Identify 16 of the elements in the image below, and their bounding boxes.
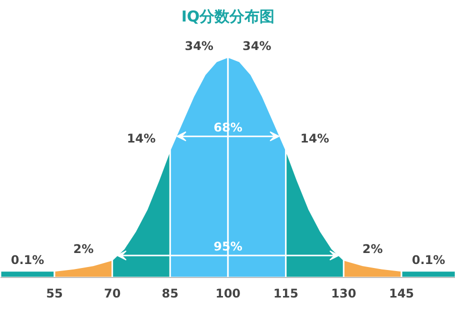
x-tick-label: 130 (331, 286, 356, 300)
chart-title: IQ分数分布图 (181, 8, 275, 26)
series-label: 2% (73, 242, 94, 256)
x-tick-label: 70 (104, 286, 121, 300)
series-label: 0.1% (10, 252, 44, 267)
x-tick-label: 85 (162, 286, 179, 300)
series-label: 34% (184, 38, 214, 53)
series-label: 14% (300, 132, 330, 146)
series-label: 2% (362, 242, 383, 256)
x-tick-label: 55 (46, 286, 63, 300)
x-tick-label: 115 (273, 286, 298, 300)
x-tick-label: 145 (388, 286, 414, 300)
series-label: 0.1% (412, 252, 446, 267)
x-tick-label: 100 (215, 286, 241, 300)
series-label: 14% (126, 132, 156, 146)
series-label: 34% (242, 38, 272, 53)
